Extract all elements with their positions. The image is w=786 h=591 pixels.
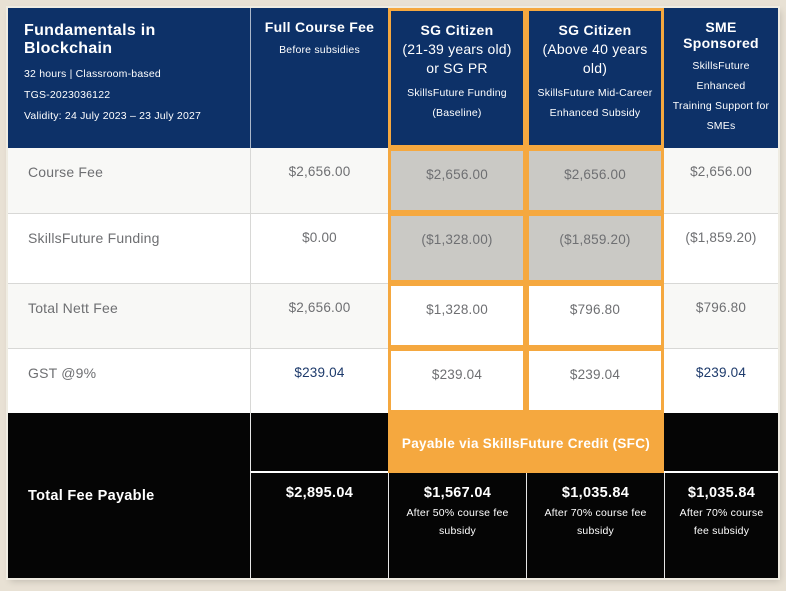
column-note: SkillsFuture Enhanced Training Support f… bbox=[672, 60, 770, 132]
nett-fee-full: $2,656.00 bbox=[251, 283, 388, 348]
payable-amount: $1,567.04 bbox=[423, 485, 492, 501]
column-note: SkillsFuture Funding (Baseline) bbox=[407, 86, 507, 119]
funding-sg-21-39: ($1,328.00) bbox=[388, 213, 526, 283]
course-code: TGS-2023036122 bbox=[24, 89, 111, 101]
funding-full: $0.00 bbox=[251, 213, 388, 283]
payable-amount: $2,895.04 bbox=[285, 485, 354, 501]
payable-full-fee: $2,895.04 bbox=[251, 473, 388, 578]
nett-fee-sg-above-40: $796.80 bbox=[526, 283, 664, 348]
course-fee-full: $2,656.00 bbox=[251, 148, 388, 213]
payable-amount: $1,035.84 bbox=[561, 485, 630, 501]
funding-sme: ($1,859.20) bbox=[664, 213, 778, 283]
footer-spacer-full-fee bbox=[251, 413, 388, 473]
funding-sg-above-40: ($1,859.20) bbox=[526, 213, 664, 283]
row-label-skillsfuture-funding: SkillsFuture Funding bbox=[8, 213, 251, 283]
row-label-course-fee: Course Fee bbox=[8, 148, 251, 213]
column-title: SME Sponsored bbox=[683, 19, 759, 51]
row-label-total-nett-fee: Total Nett Fee bbox=[8, 283, 251, 348]
course-info-header: Fundamentals in Blockchain 32 hours | Cl… bbox=[8, 8, 251, 148]
course-validity: Validity: 24 July 2023 – 23 July 2027 bbox=[24, 110, 202, 122]
gst-sme: $239.04 bbox=[664, 348, 778, 413]
course-title: Fundamentals in Blockchain bbox=[24, 22, 156, 57]
gst-sg-above-40: $239.04 bbox=[526, 348, 664, 413]
total-fee-payable-section: Total Fee Payable Payable via SkillsFutu… bbox=[8, 413, 778, 578]
payable-sme: $1,035.84 After 70% course fee subsidy bbox=[664, 473, 778, 578]
column-header-full-course-fee: Full Course Fee Before subsidies bbox=[251, 8, 388, 148]
column-header-sme-sponsored: SME Sponsored SkillsFuture Enhanced Trai… bbox=[664, 8, 778, 148]
column-note: SkillsFuture Mid-Career Enhanced Subsidy bbox=[537, 86, 653, 119]
payable-note: After 70% course fee subsidy bbox=[679, 507, 764, 537]
nett-fee-sg-21-39: $1,328.00 bbox=[388, 283, 526, 348]
row-label-gst: GST @9% bbox=[8, 348, 251, 413]
total-fee-payable-label: Total Fee Payable bbox=[8, 413, 251, 578]
column-title: Full Course Fee bbox=[264, 19, 375, 35]
column-title: SG Citizen bbox=[558, 22, 632, 38]
payable-note: After 70% course fee subsidy bbox=[544, 507, 647, 537]
payable-amount: $1,035.84 bbox=[687, 485, 756, 501]
course-fee-sg-21-39: $2,656.00 bbox=[388, 148, 526, 213]
gst-sg-21-39: $239.04 bbox=[388, 348, 526, 413]
footer-spacer-sme bbox=[664, 413, 778, 473]
column-subtitle: (21-39 years old) or SG PR bbox=[402, 41, 512, 76]
payable-sg-above-40: $1,035.84 After 70% course fee subsidy bbox=[526, 473, 664, 578]
column-note: Before subsidies bbox=[279, 44, 360, 56]
sfc-banner: Payable via SkillsFuture Credit (SFC) bbox=[388, 413, 664, 473]
course-fee-sg-above-40: $2,656.00 bbox=[526, 148, 664, 213]
column-header-sg-citizen-21-39: SG Citizen (21-39 years old) or SG PR Sk… bbox=[388, 8, 526, 148]
column-title: SG Citizen bbox=[420, 22, 494, 38]
course-fee-table: Fundamentals in Blockchain 32 hours | Cl… bbox=[8, 8, 778, 578]
course-fee-sme: $2,656.00 bbox=[664, 148, 778, 213]
payable-note: After 50% course fee subsidy bbox=[406, 507, 509, 537]
column-header-sg-citizen-above-40: SG Citizen (Above 40 years old) SkillsFu… bbox=[526, 8, 664, 148]
nett-fee-sme: $796.80 bbox=[664, 283, 778, 348]
column-subtitle: (Above 40 years old) bbox=[542, 41, 648, 76]
gst-full: $239.04 bbox=[251, 348, 388, 413]
course-format: 32 hours | Classroom-based bbox=[24, 68, 161, 80]
payable-sg-21-39: $1,567.04 After 50% course fee subsidy bbox=[388, 473, 526, 578]
